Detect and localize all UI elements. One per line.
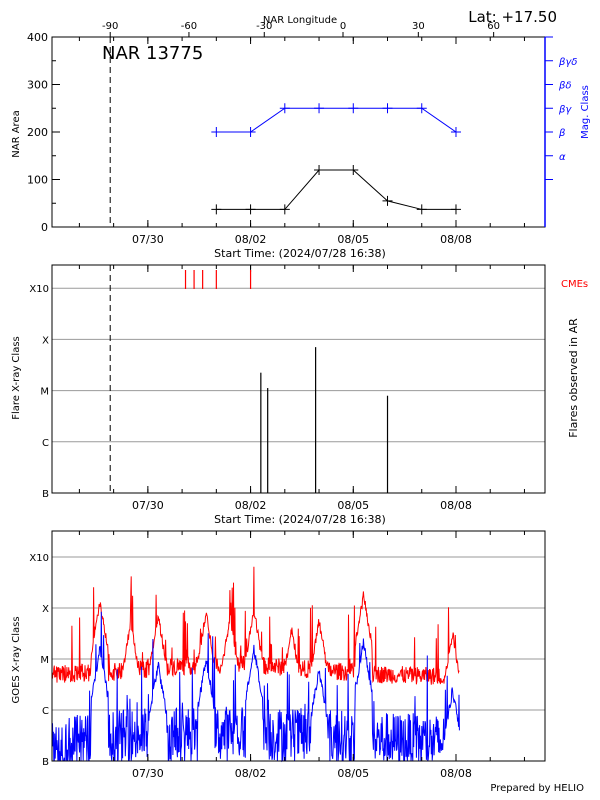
area-point	[279, 204, 290, 215]
footer-credit: Prepared by HELIO	[490, 783, 584, 794]
y-class-label: X10	[29, 284, 49, 295]
area-point	[450, 204, 461, 215]
area-point	[416, 204, 427, 215]
longitude-tick-label: -90	[102, 21, 118, 32]
area-series-line	[216, 169, 456, 210]
longitude-tick-label: -60	[181, 21, 197, 32]
y-class-label: C	[42, 438, 49, 449]
x-axis-label: Start Time: (2024/07/28 16:38)	[214, 513, 386, 526]
x-tick-label: 08/05	[337, 233, 369, 246]
mag-class-point	[245, 127, 256, 137]
mag-class-point	[382, 103, 393, 114]
y-class-label: X	[42, 604, 49, 615]
mag-class-series-line	[216, 107, 457, 133]
x-tick-label: 07/30	[132, 767, 164, 780]
longitude-tick-label: 0	[340, 21, 346, 32]
area-point	[314, 165, 325, 175]
longitude-tick-label: 60	[487, 21, 500, 32]
x-tick-label: 08/02	[235, 767, 267, 780]
x-tick-label: 08/02	[235, 499, 267, 512]
y-axis-label: GOES X-ray Class	[11, 616, 22, 703]
x-tick-label: 08/08	[440, 767, 472, 780]
area-point	[245, 204, 256, 215]
latitude-label: Lat: +17.50	[468, 8, 557, 26]
x-tick-label: 08/05	[337, 499, 369, 512]
mag-class-point	[314, 103, 325, 114]
plot-frame	[51, 530, 546, 762]
x-tick-label: 07/30	[132, 233, 164, 246]
y-axis-label: NAR Area	[11, 110, 22, 157]
longitude-tick-label: 30	[412, 21, 425, 32]
longitude-tick-label: -30	[256, 21, 272, 32]
y2-axis-label: Mag. Class	[580, 85, 591, 139]
y-class-label: M	[40, 655, 49, 666]
y2-axis-label: Flares observed in AR	[567, 318, 580, 438]
y-tick-label: 400	[27, 31, 48, 44]
y-class-label: B	[42, 757, 49, 768]
mag-class-point	[416, 103, 427, 114]
top-axis-label: NAR Longitude	[263, 15, 337, 26]
mag-class-point	[348, 103, 359, 114]
y-tick-label: 0	[41, 221, 48, 234]
plot-frame	[51, 264, 546, 494]
y-tick-label: 300	[27, 79, 48, 92]
mag-class-tick-label: α	[559, 152, 566, 163]
y-class-label: M	[40, 387, 49, 398]
area-point	[382, 195, 393, 206]
mag-class-tick-label: β	[558, 128, 566, 139]
mag-class-tick-label: βγ	[558, 104, 572, 115]
mag-class-tick-label: βγδ	[558, 57, 577, 68]
x-axis-label: Start Time: (2024/07/28 16:38)	[214, 247, 386, 260]
nar-area-panel: NAR Longitude NAR 13775 NAR Area Mag. Cl…	[11, 15, 591, 260]
x-tick-label: 08/08	[440, 499, 472, 512]
x-tick-label: 08/08	[440, 233, 472, 246]
y-class-label: X	[42, 335, 49, 346]
goes-short-series	[51, 611, 460, 763]
area-point	[211, 204, 222, 215]
y-class-label: X10	[29, 553, 49, 564]
y-tick-label: 200	[27, 126, 48, 139]
mag-class-point	[211, 127, 222, 137]
mag-class-point	[450, 127, 461, 137]
goes-panel: GOES X-ray Class B C M X X10 07/30 08/02 08/05 0…	[11, 530, 546, 780]
y-tick-label: 100	[27, 174, 48, 187]
flare-panel: Flare X-ray Class Flares observed in AR …	[11, 264, 588, 526]
mag-class-tick-label: βδ	[558, 81, 572, 92]
y-axis-label: Flare X-ray Class	[11, 336, 22, 420]
x-tick-label: 08/02	[235, 233, 267, 246]
y-class-label: C	[42, 706, 49, 717]
x-tick-label: 08/05	[337, 767, 369, 780]
region-title: NAR 13775	[102, 43, 203, 64]
mag-class-point	[279, 103, 290, 114]
cme-label: CMEs	[561, 279, 588, 290]
y-class-label: B	[42, 489, 49, 500]
goes-long-series	[51, 566, 460, 685]
area-point	[348, 165, 359, 175]
x-tick-label: 07/30	[132, 499, 164, 512]
